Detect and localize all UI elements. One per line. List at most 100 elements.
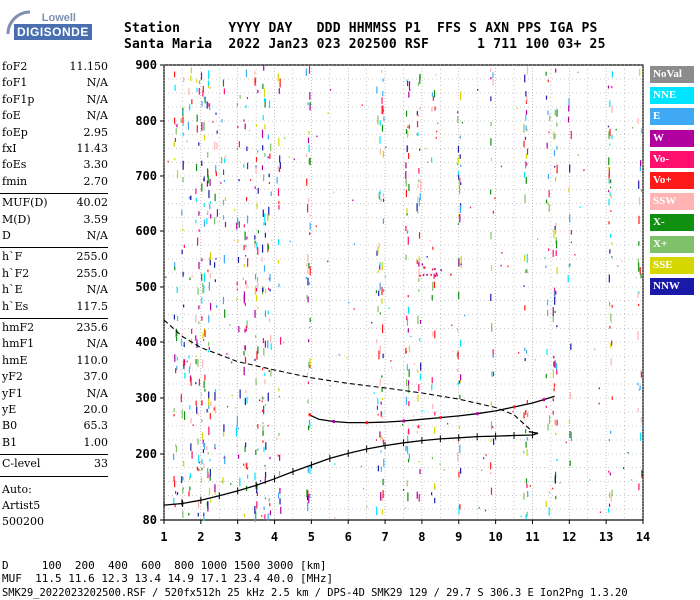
echo-dot bbox=[203, 513, 205, 517]
echo-dot bbox=[180, 118, 182, 123]
echo-dot bbox=[611, 304, 613, 308]
echo-dot bbox=[202, 439, 204, 445]
echo-dot bbox=[244, 123, 246, 130]
echo-dot bbox=[182, 116, 184, 124]
echo-dot bbox=[243, 224, 245, 228]
echo-dot bbox=[635, 277, 637, 279]
echo-dot bbox=[264, 340, 266, 348]
echo-dot bbox=[390, 360, 392, 362]
echo-dot bbox=[548, 190, 550, 198]
echo-dot bbox=[214, 484, 216, 493]
echo-dot bbox=[197, 358, 199, 367]
echo-dot bbox=[176, 356, 178, 361]
echo-dot bbox=[246, 162, 249, 170]
echo-dot bbox=[452, 350, 454, 353]
echo-dot bbox=[195, 400, 197, 407]
echo-dot bbox=[203, 134, 206, 141]
echo-dot bbox=[246, 215, 249, 224]
echo-dot bbox=[309, 493, 311, 498]
echo-dot bbox=[408, 401, 410, 407]
echo-dot bbox=[203, 442, 206, 450]
echo-dot bbox=[223, 456, 225, 459]
echo-dot bbox=[174, 158, 176, 161]
echo-dot bbox=[206, 408, 208, 413]
echo-dot bbox=[598, 402, 600, 405]
echo-dot bbox=[406, 208, 408, 214]
echo-dot bbox=[332, 191, 335, 194]
echo-dot bbox=[567, 275, 569, 283]
echo-dot bbox=[547, 110, 549, 115]
echo-dot bbox=[203, 273, 206, 282]
echo-dot bbox=[491, 371, 493, 377]
echo-dot bbox=[377, 246, 379, 255]
echo-dot bbox=[236, 281, 238, 286]
echo-dot bbox=[381, 387, 383, 392]
echo-dot bbox=[552, 315, 554, 323]
echo-dot bbox=[419, 319, 422, 324]
echo-dot bbox=[198, 142, 200, 146]
echo-dot bbox=[167, 160, 169, 163]
echo-dot bbox=[458, 259, 460, 266]
echo-dot bbox=[181, 409, 183, 419]
echo-dot bbox=[569, 263, 571, 267]
echo-dot bbox=[209, 203, 211, 210]
echo-dot bbox=[306, 294, 308, 300]
param-value: 11.43 bbox=[76, 142, 109, 155]
echo-dot bbox=[255, 449, 257, 456]
echo-dot bbox=[215, 165, 217, 173]
echo-dot bbox=[419, 148, 421, 152]
echo-dot bbox=[638, 291, 640, 294]
echo-dot bbox=[554, 133, 556, 139]
echo-dot bbox=[434, 497, 436, 504]
x-tick-label: 8 bbox=[418, 530, 425, 544]
echo-dot bbox=[379, 190, 381, 195]
param-row: yE 20.0 bbox=[2, 403, 108, 419]
echo-dot bbox=[207, 80, 210, 87]
echo-dot bbox=[418, 278, 420, 282]
echo-dot bbox=[236, 297, 238, 301]
echo-dot bbox=[385, 146, 387, 149]
echo-dot bbox=[641, 470, 643, 476]
echo-dot bbox=[216, 209, 219, 217]
echo-dot bbox=[268, 277, 270, 280]
echo-dot bbox=[526, 66, 529, 75]
echo-dot bbox=[224, 197, 227, 202]
echo-dot bbox=[405, 189, 408, 198]
param-value: 40.02 bbox=[76, 196, 109, 210]
echo-dot bbox=[432, 281, 434, 291]
echo-dot bbox=[631, 479, 633, 481]
echo-dot bbox=[405, 225, 407, 232]
echo-dot bbox=[610, 320, 613, 324]
echo-dot bbox=[458, 216, 460, 219]
echo-dot bbox=[552, 487, 554, 490]
echo-dot bbox=[642, 163, 645, 166]
echo-dot bbox=[459, 339, 462, 347]
echo-dot bbox=[209, 272, 211, 279]
echo-dot bbox=[408, 385, 410, 394]
echo-dot bbox=[175, 128, 177, 135]
echo-dot bbox=[223, 430, 225, 437]
echo-dot bbox=[198, 468, 200, 471]
echo-dot bbox=[490, 438, 492, 442]
echo-dot bbox=[259, 399, 261, 402]
echo-dot bbox=[518, 351, 520, 354]
echo-dot bbox=[492, 210, 494, 214]
echo-dot bbox=[379, 431, 381, 438]
echo-dot bbox=[459, 468, 462, 474]
echo-dot bbox=[431, 456, 434, 460]
echo-dot bbox=[418, 114, 420, 118]
echo-dot bbox=[262, 145, 264, 151]
echo-dot bbox=[610, 358, 612, 366]
echo-dot bbox=[458, 380, 461, 384]
echo-dot bbox=[261, 409, 264, 413]
echo-dot bbox=[188, 491, 190, 497]
param-label: B0 bbox=[2, 419, 18, 433]
echo-dot bbox=[380, 466, 382, 472]
echo-dot bbox=[377, 115, 379, 125]
echo-dot bbox=[431, 384, 433, 391]
echo-dot bbox=[500, 165, 502, 168]
echo-dot bbox=[264, 153, 266, 157]
echo-dot bbox=[413, 363, 416, 365]
param-value: 20.0 bbox=[83, 403, 109, 416]
echo-dot bbox=[307, 137, 310, 144]
